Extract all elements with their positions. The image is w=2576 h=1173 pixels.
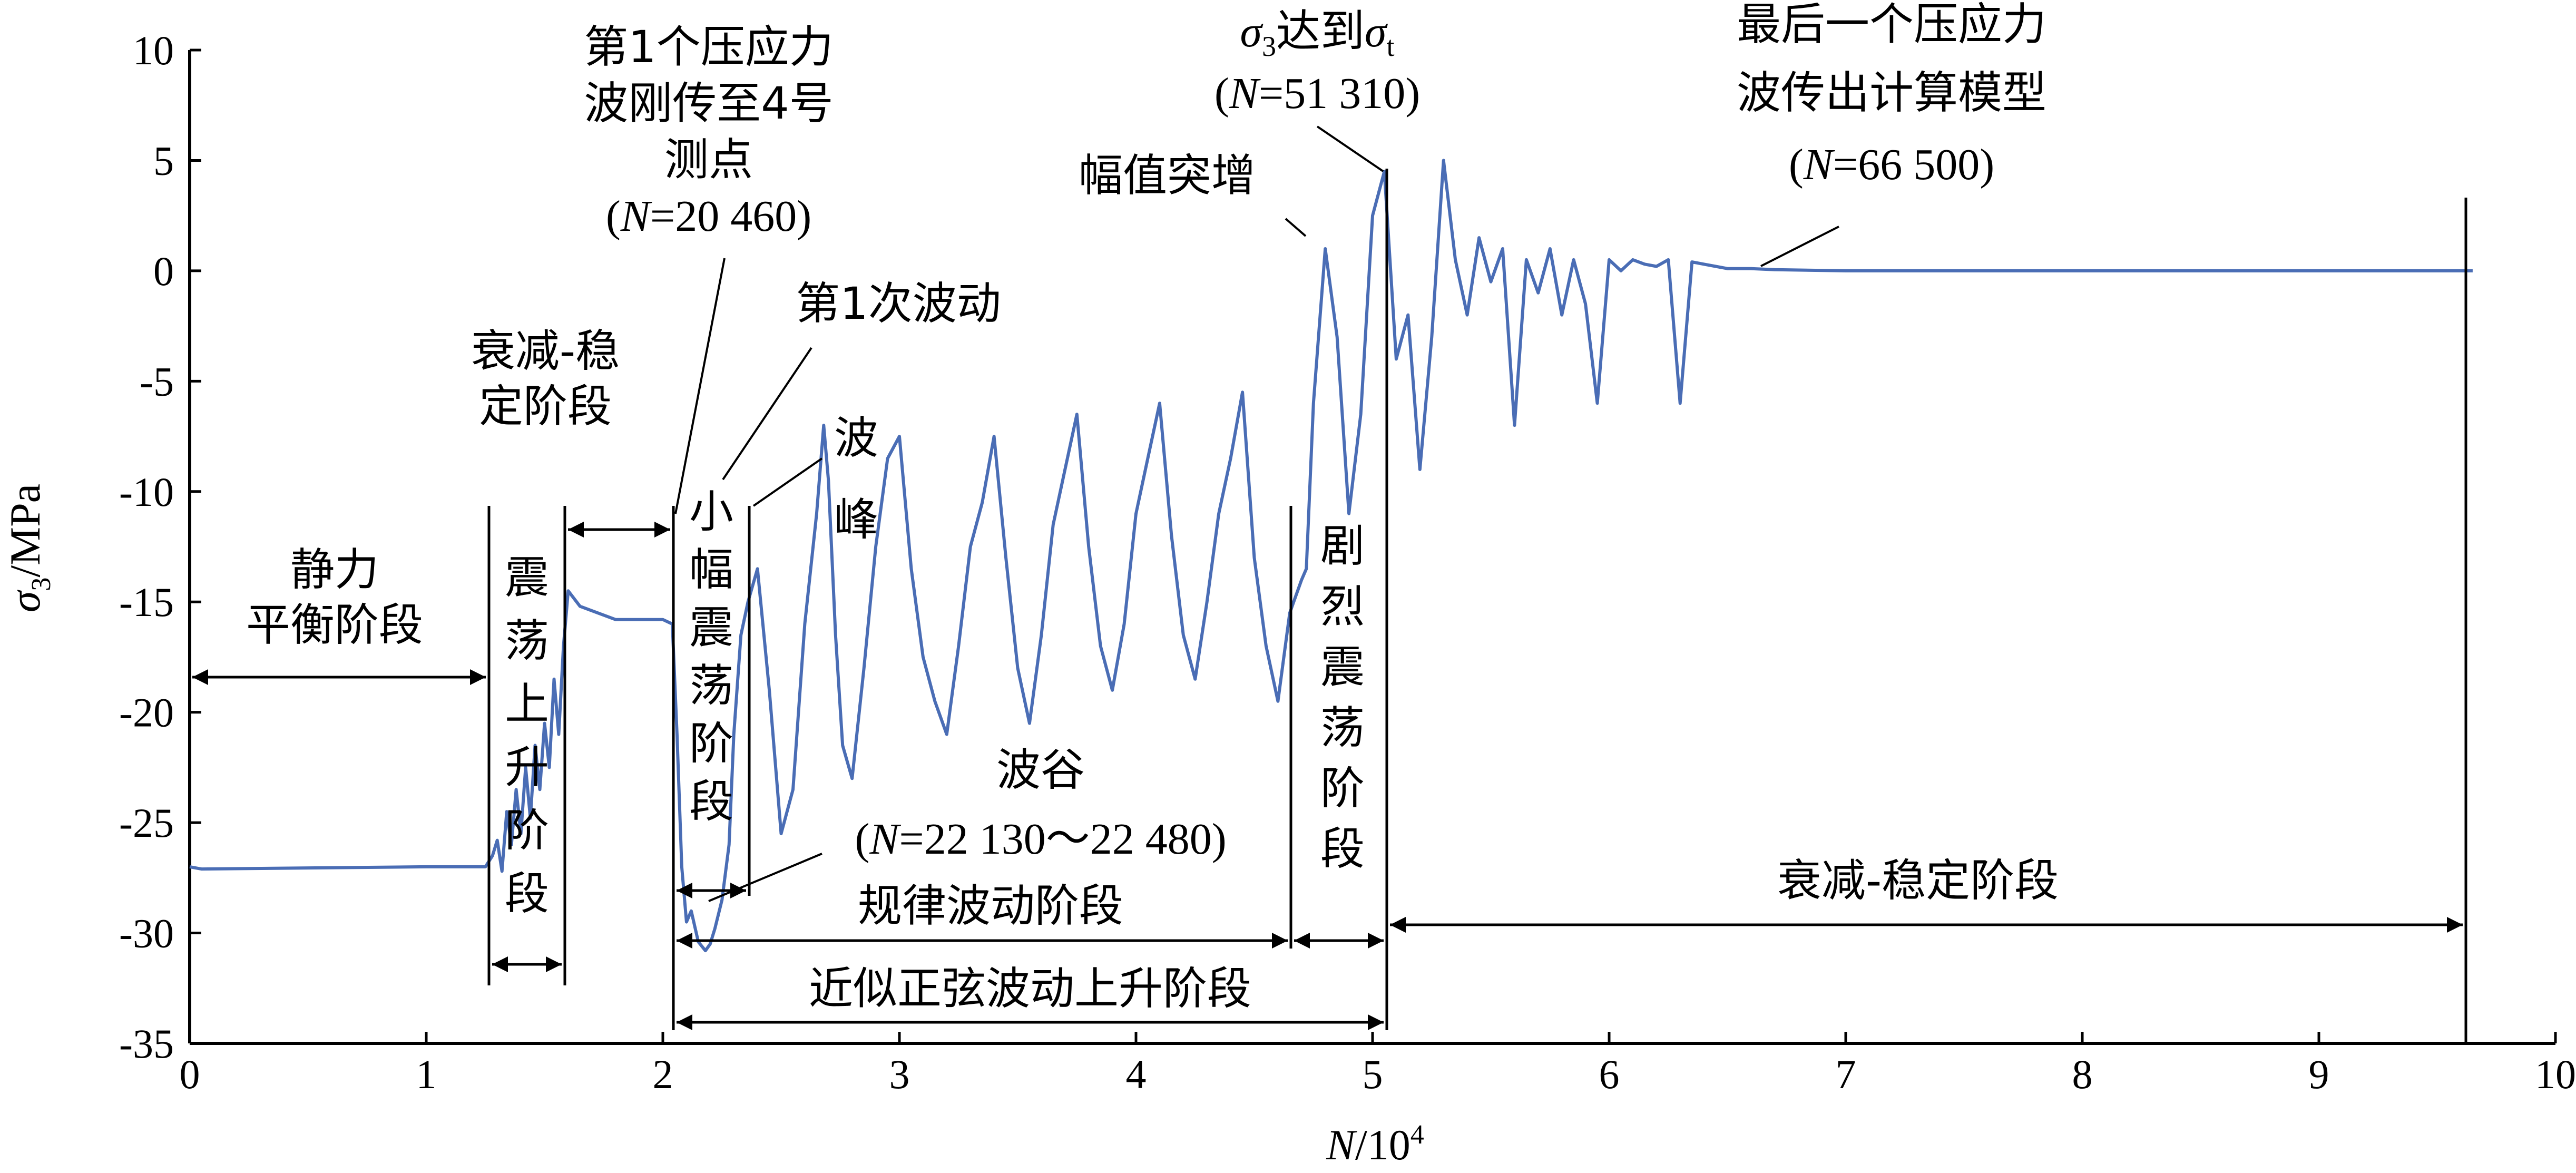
annotation-small-oscillation: 小 幅 震 荡 阶 段: [689, 486, 733, 827]
osc-char: 震: [505, 552, 549, 603]
osc-char: 上: [505, 678, 549, 730]
peak-char: 峰: [834, 494, 878, 545]
annotation-last-wave: 最后一个压应力 波传出计算模型 (N=66 500): [1737, 0, 2046, 189]
x-tick-label: 7: [1836, 1051, 1856, 1097]
small-char: 幅: [689, 544, 733, 595]
first-wave-text-2: 波刚传至4号: [584, 77, 833, 129]
sine-rise-label: 近似正弦波动上升阶段: [809, 963, 1251, 1014]
x-tick-label: 3: [889, 1051, 910, 1097]
static-text-2: 平衡阶段: [246, 599, 423, 651]
x-tick-label: 2: [653, 1051, 673, 1097]
annotation-static: 静力 平衡阶段: [246, 544, 423, 651]
violent-char: 阶: [1320, 763, 1365, 814]
stage-boundaries: [487, 169, 2467, 1043]
x-tick-label: 6: [1599, 1051, 1620, 1097]
y-tick-label: -30: [119, 911, 174, 956]
sigma-reach-n: (N=51 310): [1214, 69, 1420, 118]
annotation-violent: 剧 烈 震 荡 阶 段: [1320, 520, 1365, 875]
first-wave-n: (N=20 460): [606, 192, 811, 241]
x-tick-label: 9: [2309, 1051, 2329, 1097]
y-tick-label: -20: [119, 690, 174, 736]
last-wave-n: (N=66 500): [1789, 140, 1994, 189]
x-tick-label: 5: [1363, 1051, 1383, 1097]
violent-char: 震: [1320, 641, 1365, 693]
osc-char: 阶: [505, 805, 549, 856]
annotation-first-wave: 第1个压应力 波刚传至4号 测点 (N=20 460): [584, 21, 833, 241]
leader-lines: [674, 125, 1839, 902]
x-tick-label: 10: [2535, 1051, 2576, 1097]
osc-char: 段: [505, 868, 549, 920]
leader-peak: [752, 457, 823, 507]
annotation-trough: 波谷 (N=22 130～22 480): [855, 744, 1226, 864]
y-tick-label: 5: [153, 138, 174, 183]
x-axis-label: N/104: [1326, 1120, 1424, 1169]
y-tick-label: -15: [119, 579, 174, 625]
osc-char: 升: [505, 741, 549, 793]
static-text-1: 静力: [290, 544, 379, 595]
y-axis-label: σ3/MPa: [1, 484, 56, 612]
y-tick-label: 0: [153, 248, 174, 294]
regular-wave-label: 规律波动阶段: [858, 880, 1123, 932]
final-decay-label: 衰减-稳定阶段: [1777, 855, 2059, 906]
small-char: 荡: [689, 660, 733, 711]
y-tick-label: -10: [119, 469, 174, 515]
first-wave-text-1: 第1个压应力: [584, 21, 833, 73]
leader-sigma: [1316, 125, 1384, 172]
x-tick-label: 4: [1126, 1051, 1147, 1097]
leader-last: [1760, 226, 1839, 267]
small-char: 小: [689, 486, 733, 537]
x-tick-label: 0: [180, 1051, 200, 1097]
leader-first-wave: [674, 258, 726, 514]
y-tick-label: -35: [119, 1021, 174, 1067]
y-tick-label: -5: [140, 358, 174, 404]
annotation-sigma-reach: σ3达到σt (N=51 310): [1214, 7, 1420, 118]
violent-char: 烈: [1320, 581, 1365, 632]
leader-trough: [708, 853, 822, 902]
small-char: 震: [689, 602, 733, 653]
x-tick-label: 8: [2072, 1051, 2093, 1097]
last-wave-text-2: 波传出计算模型: [1737, 67, 2046, 119]
tick-group: 0 1 2 3 4 5 6 7 8 9 10 10 5 0 -5 -10 -15 -20 -25 -30 -35: [119, 27, 2576, 1097]
series-group: [189, 159, 2473, 953]
sigma-reach-text: σ3达到σt: [1240, 7, 1395, 62]
violent-char: 段: [1320, 823, 1365, 875]
violent-char: 荡: [1320, 702, 1365, 754]
stage-arrows: [192, 522, 2463, 1030]
amp-jump-label: 幅值突增: [1079, 150, 1256, 201]
annotation-decay-1: 衰减-稳 定阶段: [471, 325, 620, 432]
first-fluctuation-label: 第1次波动: [796, 278, 1001, 329]
x-tick-label: 1: [416, 1051, 437, 1097]
annotation-peak: 波 峰: [834, 412, 878, 545]
leader-first-fluct: [722, 347, 812, 481]
decay-text-2: 定阶段: [479, 380, 612, 432]
peak-char: 波: [834, 412, 878, 464]
y-tick-label: -25: [119, 800, 174, 846]
last-wave-text-1: 最后一个压应力: [1737, 0, 2046, 50]
trough-n: (N=22 130～22 480): [855, 815, 1226, 864]
stress-series-line: [189, 159, 2473, 953]
trough-text: 波谷: [996, 744, 1085, 796]
leader-amp: [1285, 218, 1307, 237]
decay-text-1: 衰减-稳: [471, 325, 620, 377]
osc-char: 荡: [505, 615, 549, 667]
small-char: 阶: [689, 718, 733, 769]
small-char: 段: [689, 776, 733, 827]
annotation-oscillation-rise: 震 荡 上 升 阶 段: [505, 552, 549, 920]
violent-char: 剧: [1320, 520, 1365, 572]
first-wave-text-3: 测点: [664, 134, 753, 185]
y-tick-label: 10: [133, 27, 174, 73]
